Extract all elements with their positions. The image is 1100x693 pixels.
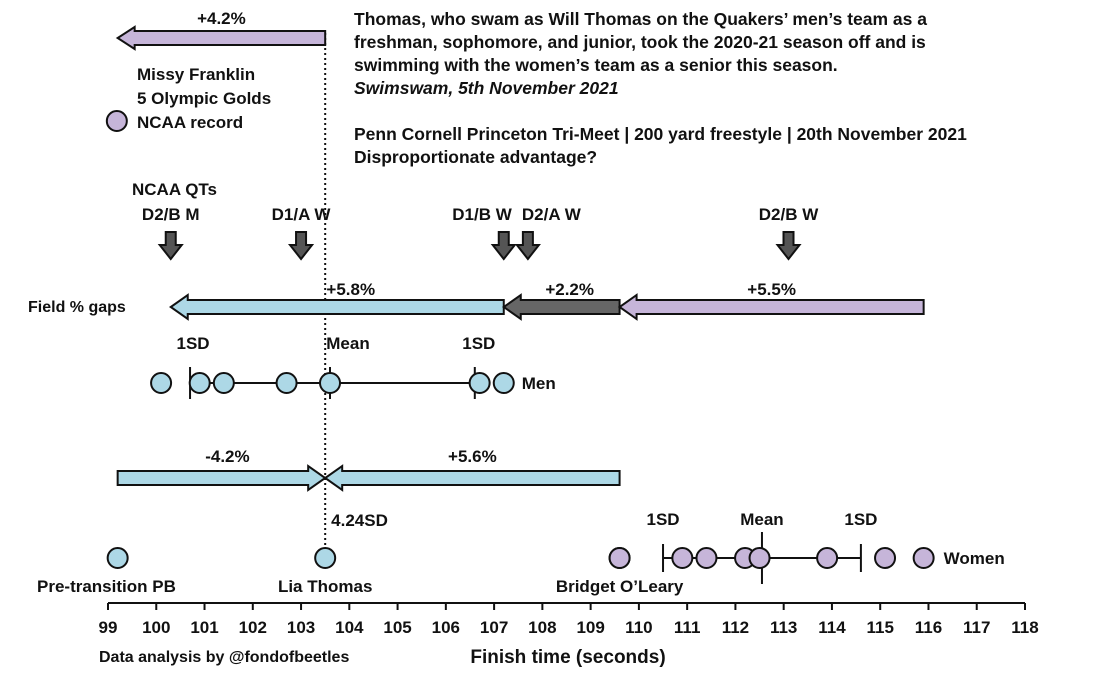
women-point <box>816 547 839 569</box>
labelled-point-label: Pre-transition PB <box>37 577 176 596</box>
field-gap-arrow <box>169 293 505 321</box>
men-sd-label: 1SD <box>177 334 210 353</box>
comparison-label: +5.6% <box>448 447 497 466</box>
comparison-label: -4.2% <box>205 447 249 466</box>
men-point <box>212 372 235 394</box>
x-tick-label: 103 <box>287 618 315 637</box>
chart-question: Disproportionate advantage? <box>354 147 598 167</box>
x-tick-label: 115 <box>866 618 893 637</box>
field-gap-label: +5.5% <box>747 280 796 299</box>
x-tick-label: 113 <box>770 618 797 637</box>
x-axis-title: Finish time (seconds) <box>470 647 665 668</box>
women-point <box>874 547 897 569</box>
quote-line: Thomas, who swam as Will Thomas on the Q… <box>354 9 927 29</box>
qt-arrow <box>775 231 802 261</box>
franklin-arrow <box>115 25 327 51</box>
credit-label: Data analysis by @fondofbeetles <box>99 649 349 666</box>
women-point <box>748 547 771 569</box>
qt-label: D1/B W <box>452 205 512 224</box>
qt-label: D2/B M <box>142 205 200 224</box>
women-mean-label: Mean <box>740 510 783 529</box>
quote-block: Thomas, who swam as Will Thomas on the Q… <box>354 8 1094 169</box>
x-tick-label: 105 <box>383 618 411 637</box>
franklin-legend-line: NCAA record <box>137 113 243 132</box>
x-tick-label: 112 <box>722 618 749 637</box>
women-sd-label: 1SD <box>844 510 877 529</box>
qt-arrow <box>287 231 315 261</box>
x-tick-label: 118 <box>1011 618 1038 637</box>
qt-arrow <box>514 231 541 261</box>
field-gap-label: +2.2% <box>545 280 594 299</box>
x-tick-label: 110 <box>625 618 652 637</box>
women-point <box>671 547 694 569</box>
franklin-marker <box>105 110 128 132</box>
quote-line: swimming with the women’s team as a seni… <box>354 55 838 75</box>
x-tick-label: 107 <box>480 618 508 637</box>
event-title: Penn Cornell Princeton Tri-Meet | 200 ya… <box>354 124 967 144</box>
men-mean-label: Mean <box>326 334 369 353</box>
x-tick-label: 111 <box>674 618 701 637</box>
franklin-legend-line: 5 Olympic Golds <box>137 89 271 108</box>
qt-label: D1/A W <box>272 205 332 224</box>
quote-source: Swimswam, 5th November 2021 <box>354 78 619 98</box>
sd-distance-label: 4.24SD <box>331 511 388 530</box>
x-tick-label: 102 <box>239 618 267 637</box>
field-gap-arrow <box>502 293 621 321</box>
women-point <box>695 547 718 569</box>
labelled-point <box>608 547 631 569</box>
field-gap-label: +5.8% <box>326 280 375 299</box>
labelled-point-label: Bridget O’Leary <box>556 577 684 596</box>
x-tick-label: 109 <box>576 618 604 637</box>
men-point <box>468 372 491 394</box>
x-tick-label: 108 <box>528 618 556 637</box>
x-tick-label: 106 <box>432 618 460 637</box>
x-tick-label: 100 <box>142 618 170 637</box>
franklin-legend-line: Missy Franklin <box>137 65 255 84</box>
men-point <box>275 372 298 394</box>
comparison-arrow-right <box>323 464 621 492</box>
x-tick-label: 117 <box>963 618 990 637</box>
x-tick-label: 101 <box>190 618 218 637</box>
men-point <box>319 372 342 394</box>
women-point <box>912 547 935 569</box>
men-point <box>188 372 211 394</box>
qt-label: D2/A W <box>522 205 582 224</box>
comparison-arrow-left <box>116 464 327 492</box>
men-point <box>150 372 173 394</box>
labelled-point <box>106 547 129 569</box>
x-tick-label: 99 <box>99 618 118 637</box>
qt-arrow <box>157 231 184 261</box>
women-sd-label: 1SD <box>646 510 679 529</box>
x-tick-label: 104 <box>335 618 364 637</box>
x-tick-label: 116 <box>915 618 942 637</box>
franklin-arrow-label: +4.2% <box>197 9 246 28</box>
women-label: Women <box>944 549 1005 568</box>
x-tick-label: 114 <box>818 618 846 637</box>
qt-label: D2/B W <box>759 205 819 224</box>
field-gaps-label: Field % gaps <box>28 299 126 316</box>
qt-title: NCAA QTs <box>132 180 217 199</box>
men-point <box>492 372 515 394</box>
men-label: Men <box>522 374 556 393</box>
quote-line: freshman, sophomore, and junior, took th… <box>354 32 926 52</box>
field-gap-arrow <box>617 293 925 321</box>
labelled-point <box>314 547 337 569</box>
labelled-point-label: Lia Thomas <box>278 577 372 596</box>
men-sd-label: 1SD <box>462 334 495 353</box>
qt-arrow <box>490 231 517 261</box>
